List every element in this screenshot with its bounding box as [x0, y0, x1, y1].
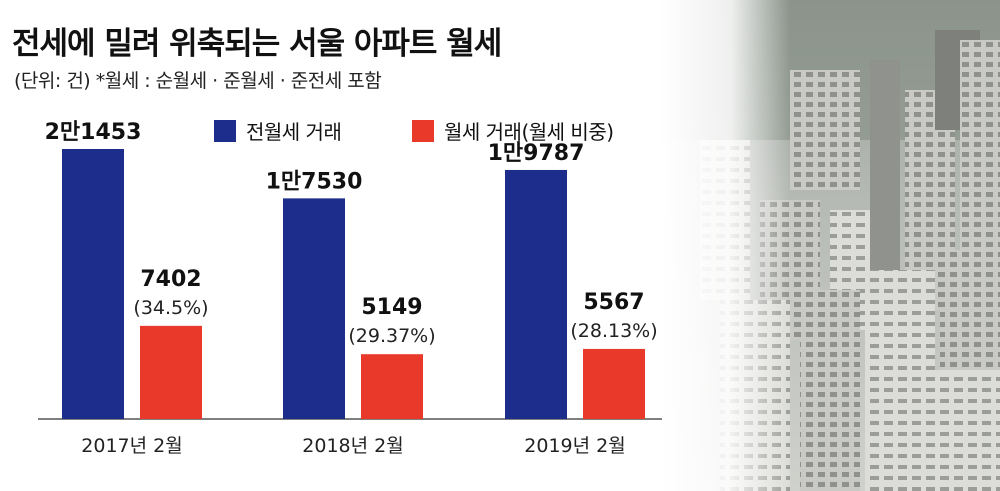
x-tick-label: 2018년 2월	[302, 435, 403, 457]
chart-subtitle: (단위: 건) *월세 : 순월세 · 준월세 · 준전세 포함	[14, 70, 382, 92]
data-label-share: (29.37%)	[348, 325, 435, 347]
x-tick-label: 2019년 2월	[524, 435, 625, 457]
bar-monthly-rent	[140, 325, 202, 419]
data-label-rental-total: 1만9787	[488, 141, 585, 166]
chart-title: 전세에 밀려 위축되는 서울 아파트 월세	[12, 26, 502, 62]
x-tick-label: 2017년 2월	[81, 435, 182, 457]
data-label-rental-total: 2만1453	[45, 120, 142, 145]
bar-rental-total	[283, 198, 345, 419]
legend-swatch-red	[412, 119, 434, 142]
data-label-monthly-rent: 5149	[361, 295, 422, 320]
bar-monthly-rent	[361, 354, 423, 419]
data-label-share: (34.5%)	[133, 297, 208, 319]
data-label-monthly-rent: 7402	[140, 267, 201, 292]
data-label-rental-total: 1만7530	[266, 169, 363, 194]
data-label-monthly-rent: 5567	[583, 290, 644, 315]
legend-item-rental-total: 전월세 거래	[214, 116, 342, 145]
legend-label-monthly-rent: 월세 거래(월세 비중)	[444, 120, 614, 144]
data-label-share: (28.13%)	[570, 320, 657, 342]
bar-rental-total	[505, 169, 567, 419]
legend-item-monthly-rent: 월세 거래(월세 비중)	[412, 116, 614, 145]
legend-swatch-navy	[214, 119, 236, 142]
bar-monthly-rent	[583, 348, 645, 419]
legend-label-rental-total: 전월세 거래	[246, 120, 342, 144]
bar-rental-total	[62, 149, 124, 419]
